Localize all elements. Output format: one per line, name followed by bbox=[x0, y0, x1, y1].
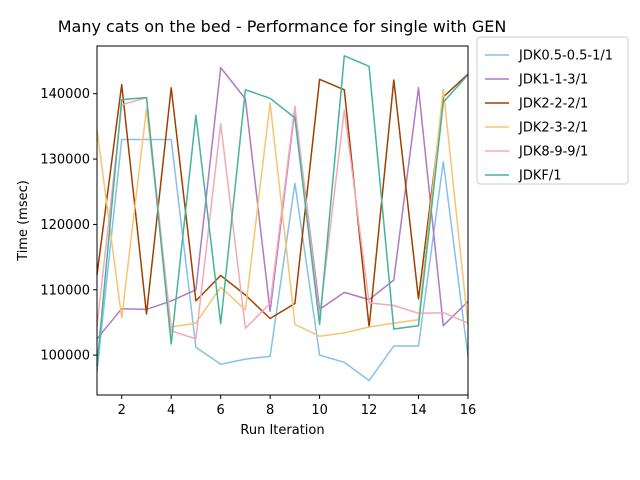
x-tick-label: 6 bbox=[217, 403, 225, 418]
legend-label-2: JDK2-2-2/1 bbox=[518, 97, 588, 112]
series-lines bbox=[96, 55, 469, 382]
plot-frame bbox=[96, 45, 469, 396]
x-tick-label: 14 bbox=[410, 403, 427, 418]
legend-label-1: JDK1-1-3/1 bbox=[518, 73, 588, 88]
y-tick-label: 140000 bbox=[40, 87, 90, 102]
series-line-0 bbox=[96, 138, 469, 382]
y-axis: 100000 110000 120000 130000 140000 bbox=[40, 87, 97, 364]
chart-title: Many cats on the bed - Performance for s… bbox=[58, 17, 507, 36]
series-line-5 bbox=[96, 55, 469, 366]
legend-label-5: JDKF/1 bbox=[518, 169, 562, 184]
legend-label-4: JDK8-9-9/1 bbox=[518, 145, 588, 160]
x-axis-label: Run Iteration bbox=[240, 423, 324, 438]
series-line-2 bbox=[96, 73, 469, 328]
x-tick-label: 8 bbox=[266, 403, 274, 418]
x-tick-label: 16 bbox=[460, 403, 477, 418]
x-tick-label: 2 bbox=[118, 403, 126, 418]
x-tick-label: 4 bbox=[167, 403, 175, 418]
legend-frame bbox=[476, 36, 629, 185]
y-tick-label: 110000 bbox=[40, 283, 90, 298]
legend: JDK0.5-0.5-1/1 JDK1-1-3/1 JDK2-2-2/1 JDK2-3… bbox=[476, 36, 629, 185]
x-tick-label: 12 bbox=[361, 403, 378, 418]
x-tick-label: 10 bbox=[311, 403, 328, 418]
series-line-3 bbox=[96, 88, 469, 337]
legend-label-0: JDK0.5-0.5-1/1 bbox=[518, 49, 613, 64]
legend-label-3: JDK2-3-2/1 bbox=[518, 121, 588, 136]
y-tick-label: 130000 bbox=[40, 153, 90, 168]
x-axis: 2 4 6 8 10 12 14 16 bbox=[118, 395, 477, 418]
y-axis-label: Time (msec) bbox=[16, 180, 31, 262]
y-tick-label: 100000 bbox=[40, 349, 90, 364]
y-tick-label: 120000 bbox=[40, 218, 90, 233]
